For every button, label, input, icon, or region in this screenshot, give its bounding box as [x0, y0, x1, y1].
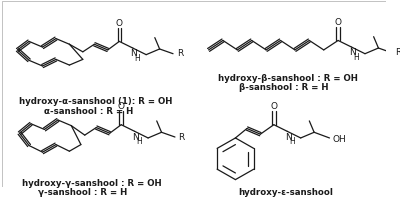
Text: H: H — [135, 54, 140, 63]
Text: N: N — [349, 48, 356, 57]
Text: N: N — [130, 49, 137, 58]
Text: hydroxy-β-sanshool : R = OH: hydroxy-β-sanshool : R = OH — [218, 74, 358, 83]
Text: H: H — [354, 53, 359, 62]
Text: OH: OH — [332, 135, 346, 144]
Text: H: H — [136, 137, 142, 146]
Text: β-sanshool : R = H: β-sanshool : R = H — [239, 83, 328, 92]
Text: O: O — [116, 19, 123, 28]
Text: R: R — [178, 133, 185, 141]
Text: hydroxy-ε-sanshool: hydroxy-ε-sanshool — [238, 188, 333, 197]
Text: N: N — [132, 133, 139, 141]
Text: N: N — [285, 133, 292, 141]
Text: hydroxy-α-sanshool (1): R = OH: hydroxy-α-sanshool (1): R = OH — [19, 98, 172, 107]
Text: H: H — [289, 137, 295, 146]
Text: α-sanshool : R = H: α-sanshool : R = H — [44, 107, 133, 116]
Text: hydroxy-γ-sanshool : R = OH: hydroxy-γ-sanshool : R = OH — [22, 179, 161, 188]
Text: γ-sanshool : R = H: γ-sanshool : R = H — [38, 188, 128, 197]
Text: O: O — [118, 102, 125, 111]
Text: R: R — [396, 48, 400, 57]
Text: O: O — [335, 18, 342, 27]
Text: R: R — [177, 49, 183, 58]
Text: O: O — [270, 102, 277, 111]
